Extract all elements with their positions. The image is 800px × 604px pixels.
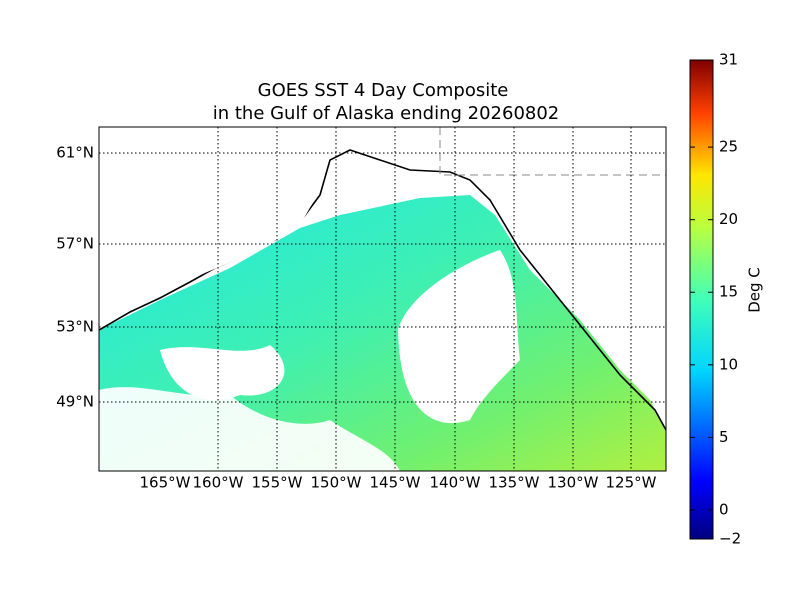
cloud-gap (398, 250, 520, 424)
longitude-label: 130°W (548, 474, 599, 492)
colorbar-tick-label: 5 (719, 428, 729, 446)
latitude-label: 49°N (56, 393, 94, 411)
longitude-label: 160°W (193, 474, 244, 492)
cloud-gap (99, 387, 400, 471)
colorbar-tick-label: 31 (719, 51, 738, 69)
map-frame (98, 126, 667, 472)
colorbar-label: Deg C (746, 267, 764, 313)
border (439, 127, 666, 176)
longitude-label: 135°W (489, 474, 540, 492)
latitude-label: 61°N (56, 144, 94, 162)
colorbar-tick-label: 10 (719, 355, 738, 373)
latitude-label: 53°N (56, 318, 94, 336)
longitude-label: 165°W (140, 474, 191, 492)
cloud-gap (160, 345, 285, 400)
colorbar-tick-label: −2 (719, 530, 741, 548)
colorbar-tick-label: 25 (719, 138, 738, 156)
colorbar-tick-label: 0 (719, 500, 729, 518)
longitude-label: 145°W (370, 474, 421, 492)
longitude-label: 125°W (606, 474, 657, 492)
graticule (99, 127, 666, 471)
map-area (99, 127, 666, 471)
title-line: GOES SST 4 Day Composite (258, 80, 509, 101)
latitude-label: 57°N (56, 235, 94, 253)
longitude-label: 140°W (430, 474, 481, 492)
colorbar-tick-label: 20 (719, 210, 738, 228)
longitude-label: 155°W (252, 474, 303, 492)
longitude-label: 150°W (311, 474, 362, 492)
colorbar-tick-label: 15 (719, 283, 738, 301)
title-line: in the Gulf of Alaska ending 20260802 (213, 103, 560, 124)
colorbar (689, 59, 714, 540)
land (99, 127, 340, 320)
